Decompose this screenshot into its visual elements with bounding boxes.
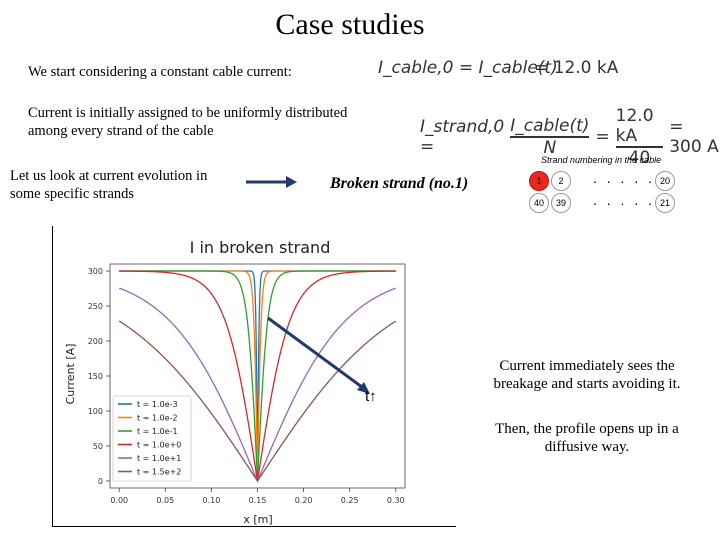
strand-diagram: 1 2 . . . . . 20 40 39 . . . . . 21 — [527, 168, 677, 214]
note-immediate-line2: breakage and starts avoiding it. — [493, 376, 681, 392]
uniform-text-line2: among every strand of the cable — [28, 123, 214, 139]
equation-strand-current: I_strand,0 = I_cable(t) N = 12.0 kA 40 =… — [420, 106, 720, 168]
equals-sign: = — [595, 127, 610, 147]
equation-cable-current-lhs: I_cable,0 = I_cable(t) — [378, 58, 558, 78]
strand-dots-bottom: . . . . . — [593, 192, 656, 208]
y-tick-label: 300 — [88, 267, 103, 276]
note-diffusive: Then, the profile opens up in a diffusiv… — [482, 420, 692, 456]
strand-1-circle: 1 — [529, 171, 549, 191]
y-axis-label: Current [A] — [64, 344, 77, 405]
evolution-text-line1: Let us look at current evolution in — [10, 168, 208, 184]
strand-diagram-caption: Strand numbering in the cable — [541, 155, 662, 165]
uniform-text-line1: Current is initially assigned to be unif… — [28, 105, 348, 121]
x-tick-label: 0.05 — [156, 496, 174, 505]
x-tick-label: 0.15 — [249, 496, 267, 505]
equation-strand-lhs: I_strand,0 = — [420, 117, 505, 157]
strand-39-circle: 39 — [551, 193, 571, 213]
strand-21-circle: 21 — [655, 193, 675, 213]
time-direction-arrow-icon — [267, 316, 370, 394]
y-tick-label: 250 — [88, 302, 103, 311]
note-immediate: Current immediately sees the breakage an… — [482, 357, 692, 393]
fraction-value-denominator: 40 — [628, 148, 651, 168]
broken-strand-label: Broken strand (no.1) — [330, 175, 469, 192]
series-line-6 — [118, 320, 397, 483]
note-diffusive-line2: diffusive way. — [544, 439, 630, 455]
y-tick-label: 200 — [88, 337, 103, 346]
fraction-numerator: I_cable(t) — [510, 116, 590, 136]
x-tick-label: 0.20 — [295, 496, 313, 505]
x-tick-label: 0.30 — [387, 496, 405, 505]
y-tick-label: 100 — [88, 407, 103, 416]
legend-entry-1: t = 1.0e-3 — [137, 400, 178, 409]
legend-entry-5: t = 1.0e+1 — [137, 454, 181, 463]
fraction-value-bar — [615, 146, 664, 148]
x-tick-label: 0.25 — [341, 496, 359, 505]
legend-entry-4: t = 1.0e+0 — [137, 441, 181, 450]
x-axis-label: x [m] — [243, 513, 272, 526]
y-tick-label: 0 — [98, 477, 103, 486]
fraction-value-numerator: 12.0 kA — [615, 106, 654, 146]
y-tick-label: 50 — [93, 442, 103, 451]
time-arrow-label: t↑ — [365, 388, 377, 405]
legend-entry-2: t = 1.0e-2 — [137, 414, 178, 423]
chart-frame — [52, 226, 456, 527]
strand-2-circle: 2 — [551, 171, 571, 191]
legend-box — [112, 395, 192, 482]
legend-entry-3: t = 1.0e-1 — [137, 427, 178, 436]
chart-axes: 0.00 0.05 0.10 0.15 0.20 0.25 0.30 0 50 100 150 200… — [88, 263, 406, 505]
x-tick-label: 0.10 — [203, 496, 221, 505]
x-tick-label: 0.00 — [110, 496, 128, 505]
strand-40-circle: 40 — [529, 193, 549, 213]
evolution-text-line2: some specific strands — [10, 186, 135, 202]
fraction-cable-over-n: I_cable(t) N — [510, 116, 590, 158]
slide-title: Case studies — [275, 8, 425, 41]
fraction-denominator: N — [543, 138, 557, 158]
strand-20-circle: 20 — [655, 171, 675, 191]
broken-strand-chart: I in broken strand x [m] Current [A] 0.0… — [64, 238, 406, 526]
chart-title: I in broken strand — [190, 238, 331, 257]
equation-result: = 300 A — [669, 117, 719, 157]
chart-legend: t = 1.0e-3 t = 1.0e-2 t = 1.0e-1 t = 1.0e+0… — [112, 395, 192, 482]
note-diffusive-line1: Then, the profile opens up in a — [495, 421, 679, 437]
strand-dots-top: . . . . . — [593, 170, 656, 186]
fraction-bar — [510, 136, 590, 138]
chart-series-group — [118, 270, 397, 483]
fraction-values: 12.0 kA 40 — [615, 106, 664, 168]
legend-entry-6: t = 1.5e+2 — [137, 468, 181, 477]
equation-cable-current-rhs: = 12.0 kA — [534, 58, 619, 78]
note-immediate-line1: Current immediately sees the — [499, 358, 675, 374]
y-tick-label: 150 — [88, 372, 103, 381]
right-arrow-icon — [246, 176, 297, 188]
intro-text: We start considering a constant cable cu… — [28, 64, 292, 80]
